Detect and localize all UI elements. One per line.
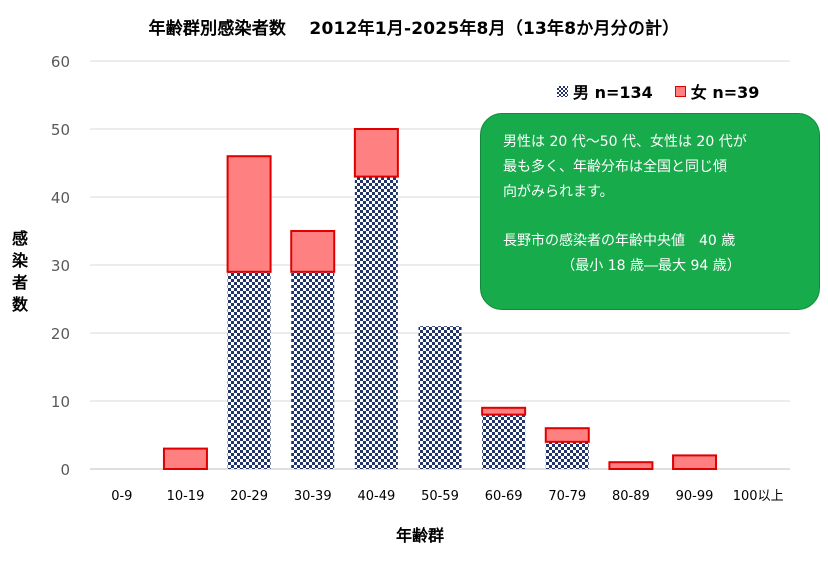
bar-segment-female <box>672 454 718 470</box>
y-axis-label: 感染者数 <box>11 229 28 314</box>
x-tick-label: 40-49 <box>357 489 395 504</box>
bar-segment-male <box>482 414 526 469</box>
annotation-line: 最も多く、年齢分布は全国と同じ傾 <box>503 159 727 175</box>
y-tick-label: 40 <box>51 189 70 207</box>
x-tick-label: 30-39 <box>294 489 332 504</box>
y-tick-label: 60 <box>51 53 70 71</box>
annotation-line: 男性は 20 代〜50 代、女性は 20 代が <box>503 134 747 150</box>
bar-segment-female <box>544 427 590 443</box>
legend-label-female: 女 n=39 <box>690 83 760 102</box>
legend-item-male: 男 n=134 <box>557 79 653 103</box>
bar-segment-female <box>162 447 208 471</box>
bar-segment-female <box>290 230 336 273</box>
x-tick-label: 10-19 <box>167 489 205 504</box>
annotation-line: 長野市の感染者の年齢中央値 40 歳 <box>503 233 736 249</box>
x-tick-label: 20-29 <box>230 489 268 504</box>
y-tick-label: 20 <box>51 325 70 343</box>
legend-label-male: 男 n=134 <box>573 83 653 102</box>
chart-title: 年齢群別感染者数 2012年1月-2025年8月（13年8か月分の計） <box>148 19 680 39</box>
bar-segment-female <box>481 406 527 416</box>
bar-segment-female <box>226 155 272 273</box>
x-tick-label: 100以上 <box>733 489 784 504</box>
y-tick-label: 30 <box>51 257 70 275</box>
bar-segment-male <box>354 176 398 469</box>
bar-segment-male <box>545 441 589 469</box>
x-tick-label: 50-59 <box>421 489 459 504</box>
legend-swatch-female <box>674 85 686 97</box>
x-tick-label: 70-79 <box>548 489 586 504</box>
annotation-line: 向がみられます。 <box>503 184 614 200</box>
bar-segment-male <box>418 326 462 469</box>
x-tick-label: 0-9 <box>111 489 132 504</box>
legend-swatch-male <box>557 85 568 97</box>
x-tick-label: 90-99 <box>676 489 714 504</box>
bar-segment-female <box>353 128 399 178</box>
bar-segment-male <box>227 271 271 469</box>
annotation-box: 男性は 20 代〜50 代、女性は 20 代が 最も多く、年齢分布は全国と同じ傾… <box>480 113 820 310</box>
y-tick-label: 0 <box>60 461 70 479</box>
y-tick-label: 50 <box>51 121 70 139</box>
y-tick-label: 10 <box>51 393 70 411</box>
annotation-line: （最小 18 歳―最大 94 歳） <box>561 258 741 274</box>
x-tick-label: 60-69 <box>485 489 523 504</box>
x-axis-label: 年齢群 <box>395 526 444 545</box>
x-tick-label: 80-89 <box>612 489 650 504</box>
bar-segment-female <box>608 461 654 471</box>
legend-item-female: 女 n=39 <box>674 79 760 103</box>
bar-segment-male <box>291 271 335 469</box>
legend: 男 n=134 女 n=39 <box>557 79 759 103</box>
